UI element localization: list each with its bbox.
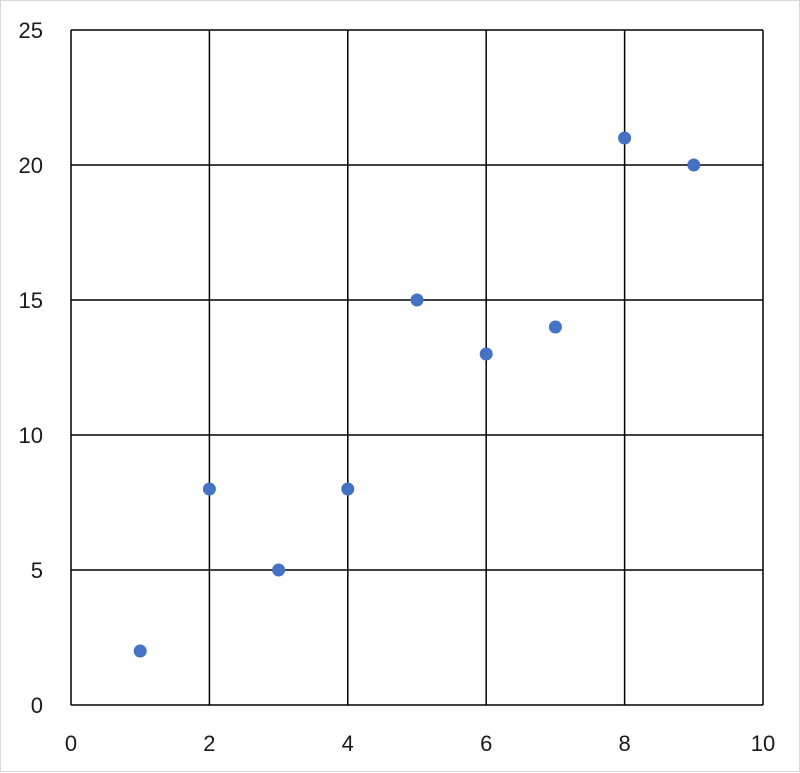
y-tick-label: 0 <box>31 693 43 718</box>
data-point <box>479 347 493 361</box>
y-tick-label: 15 <box>19 288 43 313</box>
data-points <box>133 131 701 658</box>
y-tick-label: 10 <box>19 423 43 448</box>
y-tick-label: 25 <box>19 18 43 43</box>
x-tick-label: 4 <box>342 731 354 756</box>
x-tick-label: 8 <box>618 731 630 756</box>
x-tick-label: 0 <box>65 731 77 756</box>
y-tick-label: 20 <box>19 153 43 178</box>
data-point <box>202 482 216 496</box>
data-point <box>272 563 286 577</box>
data-point <box>133 644 147 658</box>
x-tick-label: 6 <box>480 731 492 756</box>
y-axis-tick-labels: 0 5 10 15 20 25 <box>19 18 43 718</box>
x-tick-label: 2 <box>203 731 215 756</box>
x-tick-label: 10 <box>751 731 775 756</box>
data-point <box>687 158 701 172</box>
data-point <box>341 482 355 496</box>
data-point <box>410 293 424 307</box>
y-tick-label: 5 <box>31 558 43 583</box>
x-axis-tick-labels: 0 2 4 6 8 10 <box>65 731 775 756</box>
data-point <box>618 131 632 145</box>
grid-lines <box>70 29 764 706</box>
data-point <box>548 320 562 334</box>
